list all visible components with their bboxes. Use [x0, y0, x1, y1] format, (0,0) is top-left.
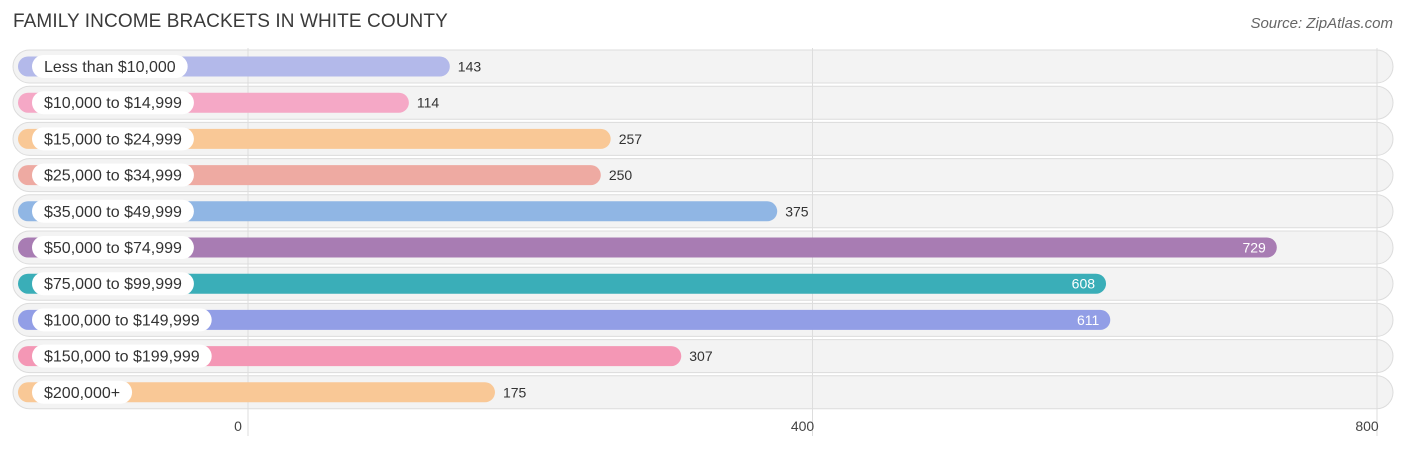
chart-title: FAMILY INCOME BRACKETS IN WHITE COUNTY	[13, 11, 448, 32]
value-label: 175	[503, 384, 527, 400]
value-label: 250	[609, 167, 633, 183]
x-tick-label: 800	[1355, 418, 1379, 434]
bar	[18, 201, 778, 222]
category-label: $150,000 to $199,999	[44, 349, 200, 366]
category-pill	[32, 380, 133, 404]
category-pill	[32, 55, 188, 78]
category-label: $10,000 to $14,999	[44, 95, 182, 112]
category-pill	[32, 163, 194, 187]
bar	[18, 237, 1277, 258]
value-label: 257	[619, 131, 643, 147]
category-label: $75,000 to $99,999	[44, 276, 182, 293]
bar	[18, 273, 1107, 294]
category-pill	[32, 308, 212, 332]
bar	[18, 309, 1111, 330]
value-label: 608	[1072, 276, 1096, 292]
value-label: 729	[1242, 240, 1266, 256]
value-label: 611	[1077, 312, 1100, 328]
value-label: 114	[417, 95, 440, 111]
category-pill	[32, 272, 194, 296]
category-pill	[32, 236, 194, 259]
category-label: $25,000 to $34,999	[44, 168, 182, 185]
category-label: $35,000 to $49,999	[44, 204, 182, 221]
value-label: 307	[689, 348, 713, 364]
category-label: $50,000 to $74,999	[44, 240, 182, 257]
category-label: $15,000 to $24,999	[44, 131, 182, 148]
x-tick-label: 400	[791, 418, 815, 434]
category-label: $200,000+	[44, 385, 120, 402]
category-pill	[32, 91, 194, 115]
bar	[18, 382, 495, 403]
category-pill	[32, 344, 212, 368]
value-label: 375	[785, 203, 809, 219]
value-label: 143	[458, 59, 482, 75]
source-label: Source: ZipAtlas.com	[1250, 15, 1393, 32]
category-pill	[32, 199, 194, 223]
category-label: $100,000 to $149,999	[44, 312, 200, 329]
category-label: Less than $10,000	[44, 59, 176, 76]
category-pill	[32, 127, 194, 151]
x-tick-label: 0	[234, 418, 242, 434]
